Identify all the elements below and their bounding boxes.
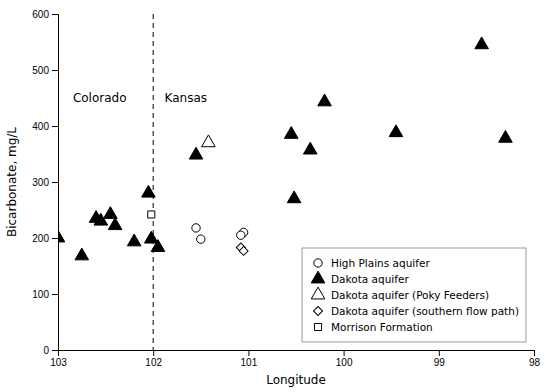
y-tick-label: 600 (32, 9, 49, 20)
point (237, 231, 245, 239)
legend-label: Morrison Formation (331, 321, 433, 333)
point (287, 191, 301, 203)
point (303, 142, 317, 154)
x-tick-label: 98 (529, 357, 541, 368)
legend-label: High Plains aquifer (331, 257, 430, 269)
y-tick: 600 (32, 9, 58, 20)
state-line (153, 14, 154, 350)
point (475, 37, 489, 49)
x-axis-line (59, 351, 535, 357)
y-tick-label: 200 (32, 233, 49, 244)
x-tick-label: 102 (145, 357, 162, 368)
x-tick: 98 (529, 350, 541, 368)
legend-symbol (311, 287, 325, 299)
y-tick: 0 (43, 345, 58, 356)
y-tick: 200 (32, 233, 58, 244)
y-tick-label: 100 (32, 289, 49, 300)
point (151, 240, 165, 252)
y-tick-mark (52, 350, 58, 351)
x-tick-mark (248, 350, 249, 356)
point (318, 94, 332, 106)
y-tick-mark (52, 126, 58, 127)
legend: High Plains aquifer Dakota aquifer Dakota … (302, 248, 526, 342)
legend-symbol (314, 323, 321, 330)
x-tick-mark (153, 350, 154, 356)
legend-label: Dakota aquifer (southern flow path) (331, 305, 519, 317)
y-tick-label: 400 (32, 121, 49, 132)
x-axis-title: Longitude (266, 373, 326, 387)
point (239, 246, 248, 255)
point (145, 231, 159, 243)
x-axis: 103 102 101 100 99 98 (50, 350, 540, 368)
series (236, 243, 248, 255)
legend-symbol (314, 307, 323, 316)
x-tick-mark (439, 350, 440, 356)
state-label: Kansas (165, 91, 207, 105)
point (189, 147, 203, 159)
y-tick-mark (52, 14, 58, 15)
point (197, 235, 205, 243)
point (142, 185, 156, 197)
point (389, 125, 403, 137)
y-tick-mark (52, 238, 58, 239)
legend-symbol (311, 271, 325, 283)
y-axis-title: Bicarbonate, mg/L (5, 127, 19, 237)
y-tick: 100 (32, 289, 58, 300)
point (75, 248, 89, 260)
x-tick: 99 (434, 350, 446, 368)
series (148, 211, 155, 218)
y-tick: 500 (32, 65, 58, 76)
x-tick-label: 100 (336, 357, 353, 368)
y-tick-label: 0 (43, 345, 49, 356)
legend-box (302, 248, 526, 342)
y-tick-mark (52, 182, 58, 183)
y-axis: 0 100 200 300 400 500 600 (32, 9, 58, 356)
legend-label: Dakota aquifer (331, 273, 409, 285)
y-tick-mark (52, 70, 58, 71)
x-tick-label: 99 (434, 357, 446, 368)
point (284, 127, 298, 139)
x-tick-mark (344, 350, 345, 356)
point (58, 230, 65, 242)
legend-label: Dakota aquifer (Poky Feeders) (331, 289, 489, 301)
point (104, 207, 118, 219)
point (192, 224, 200, 232)
x-tick: 102 (145, 350, 162, 368)
chart: 103 102 101 100 99 98 0 100 200 300 400 500 600 Color… (0, 0, 550, 392)
point (202, 135, 216, 147)
series (202, 135, 216, 147)
x-tick: 100 (336, 350, 353, 368)
series (58, 37, 512, 260)
x-tick: 103 (50, 350, 67, 368)
x-tick-mark (534, 350, 535, 356)
y-tick-label: 300 (32, 177, 49, 188)
y-tick: 300 (32, 177, 58, 188)
x-tick-label: 103 (50, 357, 67, 368)
y-axis-line (52, 15, 59, 351)
y-tick-label: 500 (32, 65, 49, 76)
state-label: Colorado (73, 91, 127, 105)
plot: 103 102 101 100 99 98 0 100 200 300 400 500 600 Color… (32, 9, 540, 368)
marks (58, 14, 512, 350)
x-tick: 101 (241, 350, 258, 368)
y-tick-mark (52, 294, 58, 295)
series (192, 224, 248, 244)
point (499, 130, 513, 142)
point (127, 234, 141, 246)
y-tick: 400 (32, 121, 58, 132)
legend-symbol (314, 259, 322, 267)
x-tick-label: 101 (241, 357, 258, 368)
point (148, 211, 155, 218)
point (108, 218, 122, 230)
